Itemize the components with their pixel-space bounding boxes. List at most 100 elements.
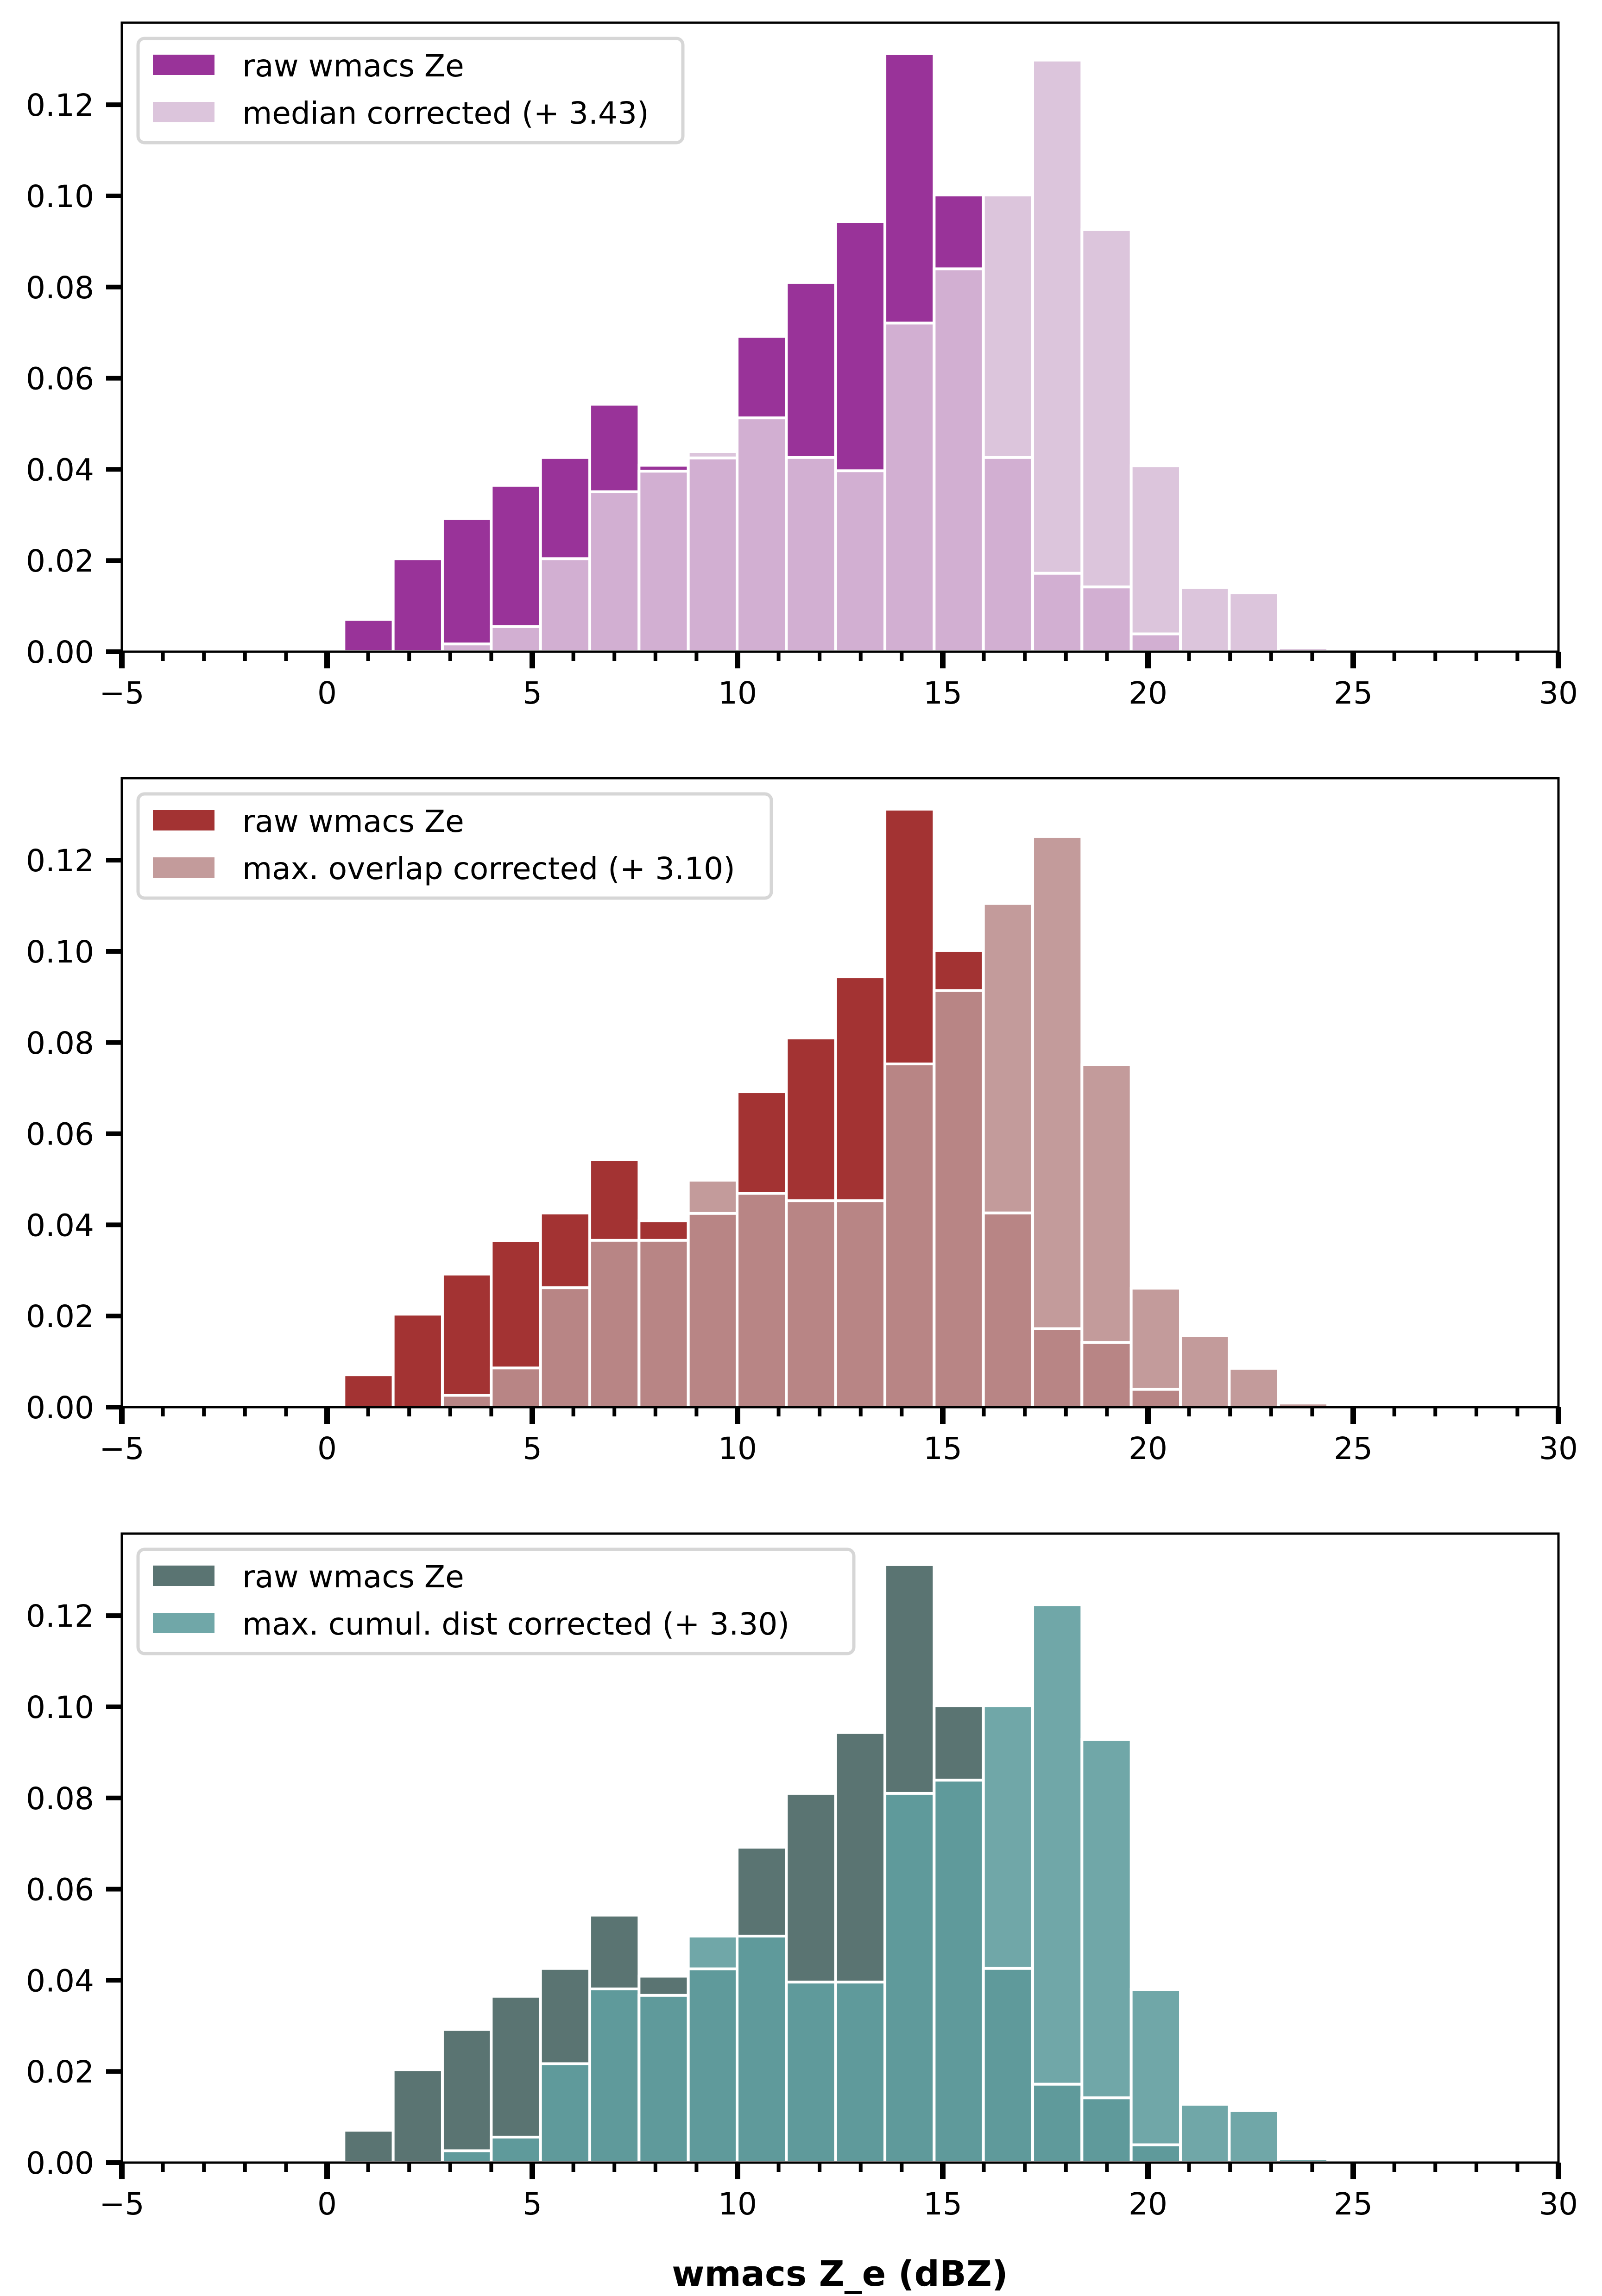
overlap-bar: [933, 989, 985, 1409]
overlap-bar: [588, 1239, 641, 1409]
overlap-bar: [441, 2149, 493, 2164]
x-tick-label: 20: [1129, 675, 1167, 711]
overlap-bar: [785, 1199, 837, 1409]
overlap-bar: [1129, 1388, 1182, 1409]
overlap-bar: [441, 642, 493, 653]
x-tick-label: 5: [523, 675, 542, 711]
overlap-bar: [933, 1779, 985, 2164]
overlap-bar: [883, 1792, 936, 2164]
x-tick-label: 25: [1334, 675, 1373, 711]
overlap-bar: [785, 1981, 837, 2164]
overlap-bar: [1031, 2082, 1084, 2164]
raw-bar: [391, 557, 444, 654]
bars-cumul-dist: [342, 1563, 1330, 2164]
legend-swatch-corrected: [153, 102, 214, 122]
overlap-bar: [539, 557, 592, 654]
corrected-bar: [1228, 591, 1280, 653]
x-tick-label: 30: [1539, 675, 1578, 711]
legend-box: [136, 792, 773, 900]
x-tick-label: 0: [317, 2186, 337, 2222]
legend-label-corrected: max. cumul. dist corrected (+ 3.30): [242, 1606, 789, 1642]
axes-frame: [120, 777, 1560, 1409]
legend-box: [136, 37, 685, 145]
panel-median-corrected: 0.00 0.02 0.04 0.06 0.08 0.10 0.12 −5 0 5 10 15 20 25…: [26, 21, 1578, 711]
overlap-bar: [834, 1981, 887, 2164]
legend: raw wmacs Ze max. cumul. dist corrected (…: [136, 1547, 856, 1655]
legend-label-raw: raw wmacs Ze: [242, 1559, 464, 1595]
raw-bar: [441, 2028, 493, 2164]
x-tick-label: 30: [1539, 1431, 1578, 1466]
overlap-bar: [1080, 585, 1133, 654]
corrected-bar: [1179, 586, 1231, 653]
x-tick-label: −5: [99, 675, 144, 711]
corrected-bar: [1129, 464, 1182, 653]
overlap-bar: [1080, 1341, 1133, 1409]
y-tick-label: 0.08: [26, 1781, 94, 1817]
x-tick-label: −5: [99, 2186, 144, 2222]
y-tick-label: 0.06: [26, 361, 94, 397]
y-tick-label: 0.04: [26, 1208, 94, 1243]
y-tick-label: 0.02: [26, 2054, 94, 2090]
overlap-bar: [933, 267, 985, 653]
x-tick-label: 0: [317, 675, 337, 711]
overlap-bar: [1031, 572, 1084, 654]
corrected-bar: [1080, 1738, 1133, 2164]
overlap-bar: [441, 1394, 493, 1409]
y-tick-label: 0.10: [26, 934, 94, 970]
overlap-bar: [490, 625, 542, 654]
overlap-bar: [687, 1212, 739, 1409]
y-tick-label: 0.08: [26, 270, 94, 306]
y-tick-label: 0.12: [26, 1598, 94, 1634]
corrected-bar: [1179, 1334, 1231, 1409]
overlap-bar: [883, 321, 936, 653]
x-axis-label: wmacs Z_e (dBZ): [672, 2253, 1008, 2294]
corrected-bar: [1228, 1367, 1280, 1409]
overlap-bar: [1031, 1327, 1084, 1409]
raw-bar: [342, 618, 395, 653]
overlap-bar: [834, 1199, 887, 1409]
legend-swatch-raw: [153, 1566, 214, 1586]
overlap-bar: [637, 470, 690, 653]
legend-label-corrected: median corrected (+ 3.43): [242, 95, 649, 131]
x-tick-label: 10: [718, 1431, 757, 1466]
x-tick-label: 0: [317, 1431, 337, 1466]
panel-max-cumul-dist-corrected: 0.00 0.02 0.04 0.06 0.08 0.10 0.12 −5 0 5 10 15 20 25…: [26, 1532, 1578, 2222]
y-tick-label: 0.00: [26, 1390, 94, 1426]
x-tick-label: 25: [1334, 2186, 1373, 2222]
legend-label-corrected: max. overlap corrected (+ 3.10): [242, 851, 735, 887]
overlap-bar: [687, 1967, 739, 2164]
corrected-bar: [1031, 835, 1084, 1409]
corrected-bar: [1031, 1603, 1084, 2164]
axes-frame: [120, 1532, 1560, 2164]
overlap-bar: [736, 1192, 788, 1409]
overlap-bar: [883, 1063, 936, 1409]
y-tick-label: 0.00: [26, 2145, 94, 2181]
overlap-bar: [1129, 632, 1182, 653]
y-tick-label: 0.12: [26, 88, 94, 123]
legend: raw wmacs Ze median corrected (+ 3.43): [136, 37, 685, 145]
overlap-bar: [637, 1239, 690, 1409]
x-tick-label: 25: [1334, 1431, 1373, 1466]
legend-label-raw: raw wmacs Ze: [242, 48, 464, 84]
x-tick-label: 10: [718, 675, 757, 711]
legend: raw wmacs Ze max. overlap corrected (+ 3.…: [136, 792, 773, 900]
overlap-bar: [834, 469, 887, 653]
raw-bar: [342, 2129, 395, 2164]
legend-box: [136, 1547, 856, 1655]
x-tick-label: 15: [923, 1431, 962, 1466]
corrected-bar: [1129, 1988, 1182, 2164]
overlap-bar: [785, 456, 837, 654]
overlap-bar: [588, 490, 641, 654]
legend-swatch-corrected: [153, 857, 214, 878]
x-tick-label: 15: [923, 675, 962, 711]
y-tick-label: 0.04: [26, 452, 94, 488]
raw-bar: [441, 1272, 493, 1409]
x-tick-label: 10: [718, 2186, 757, 2222]
y-tick-label: 0.04: [26, 1963, 94, 1999]
x-tick-label: −5: [99, 1431, 144, 1466]
corrected-bar: [1031, 58, 1084, 653]
overlap-bar: [982, 456, 1034, 654]
axes-frame: [120, 21, 1560, 653]
overlap-bar: [490, 2135, 542, 2164]
overlap-bar: [736, 1934, 788, 2164]
